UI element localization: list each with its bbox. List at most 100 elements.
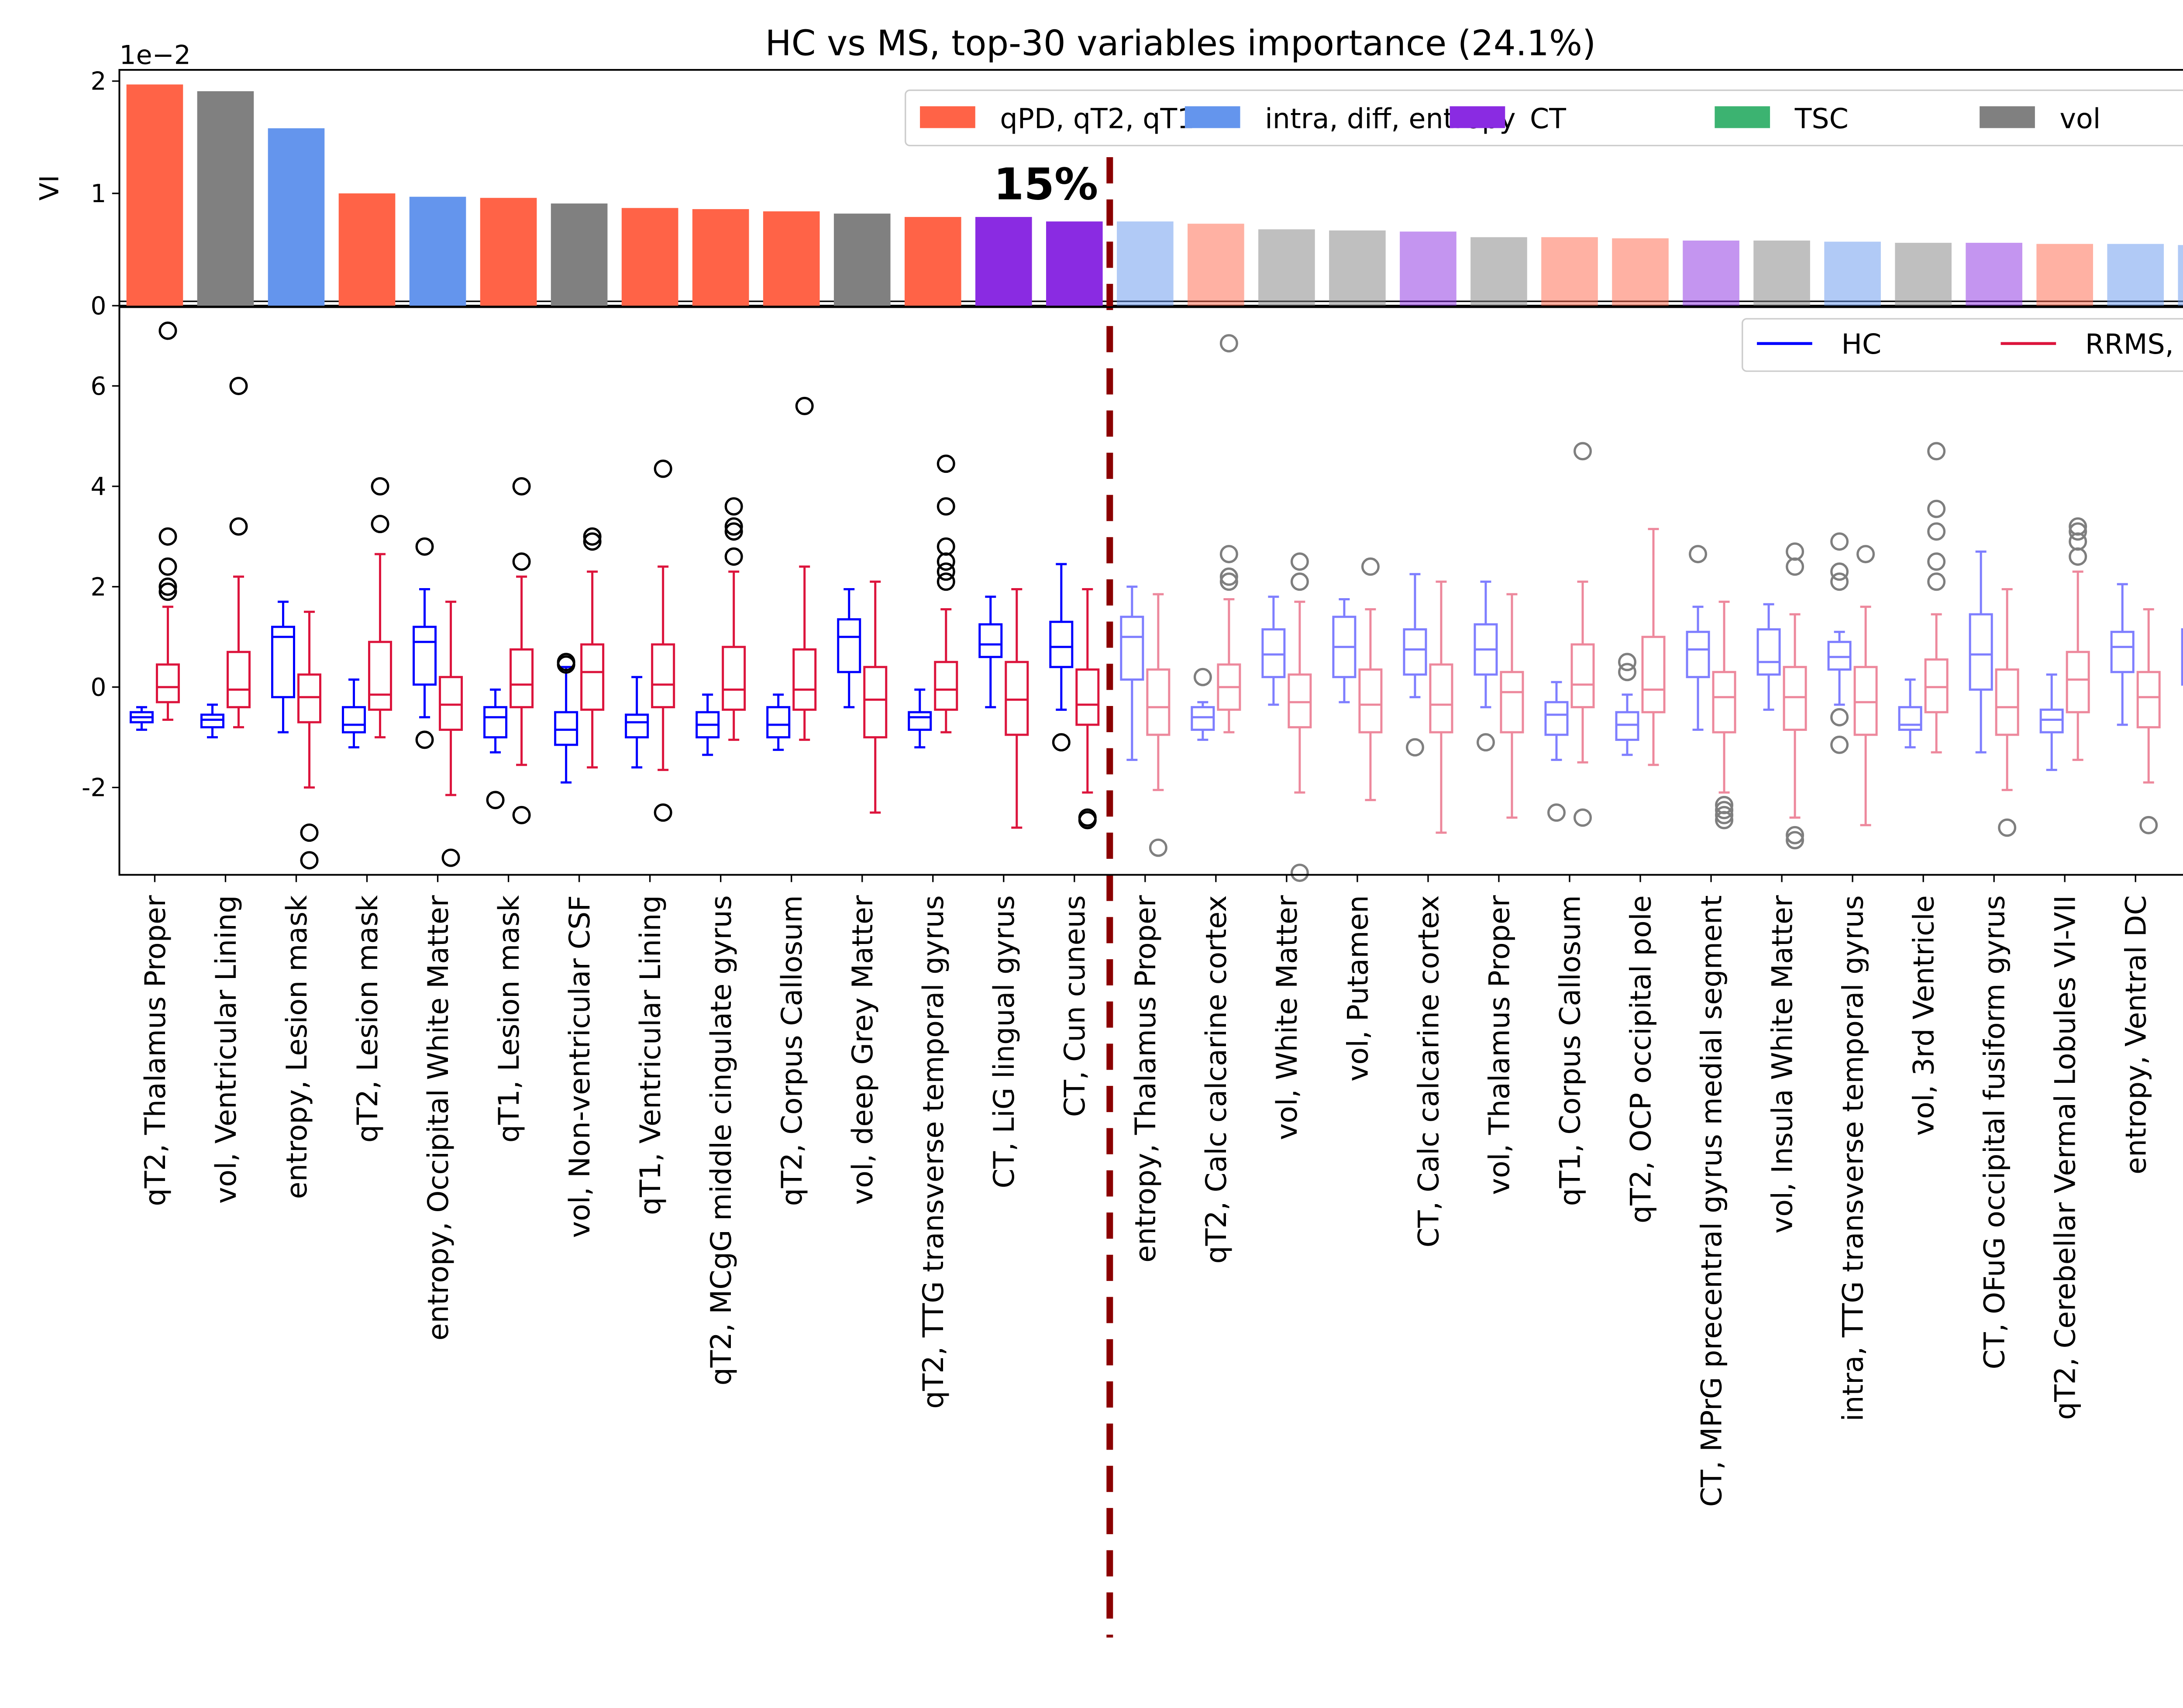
box	[554, 653, 578, 784]
outlier	[1927, 442, 1946, 461]
outlier	[1830, 572, 1849, 591]
y-tick-label: 0	[90, 673, 106, 702]
outlier	[1927, 552, 1946, 571]
box-body	[1403, 628, 1427, 676]
box-body	[792, 648, 817, 711]
legend-swatch	[920, 106, 975, 128]
legend-label: HC	[1841, 328, 1881, 360]
x-tick-label: qT2, TTG transverse temporal gyrus	[917, 895, 950, 1408]
box	[908, 688, 932, 749]
box-body	[651, 643, 675, 709]
box	[1641, 528, 1666, 766]
box-body	[1827, 640, 1852, 671]
legend-swatch	[1980, 106, 2035, 128]
outlier	[300, 851, 319, 870]
box	[1853, 545, 1878, 826]
x-tick-label: qT2, Lesion mask	[351, 895, 384, 1143]
box	[1712, 600, 1736, 830]
x-tick-label: vol, 3rd Ventricle	[1908, 895, 1940, 1136]
box-body	[2110, 630, 2135, 673]
outlier	[1715, 806, 1734, 824]
box	[1332, 598, 1357, 703]
outlier	[1052, 733, 1071, 752]
box	[1403, 573, 1427, 757]
box-body	[722, 646, 746, 711]
box-body	[1898, 706, 1922, 731]
x-tick-label: qT2, MCgG middle cingulate gyrus	[705, 895, 738, 1385]
legend: HC RRMS, SPMS	[1742, 318, 2183, 372]
outlier	[795, 396, 814, 415]
box	[1827, 532, 1852, 754]
x-tick-label: vol, Insula White Matter	[1766, 895, 1799, 1233]
box-body	[978, 623, 1003, 658]
box	[2039, 673, 2064, 771]
box-body	[2181, 628, 2183, 686]
bar	[126, 84, 183, 306]
outlier	[229, 376, 248, 395]
outlier	[1193, 668, 1212, 686]
y-axis-label: VI	[34, 175, 65, 201]
box	[483, 688, 508, 809]
legend-label: CT	[1530, 102, 1566, 134]
box-body	[1969, 613, 1993, 691]
box-body	[837, 618, 861, 673]
box-body	[1570, 643, 1595, 709]
outlier	[654, 459, 672, 478]
outlier	[512, 552, 531, 571]
outlier	[512, 806, 531, 824]
legend: qPD, qT2, qT1 intra, diff, entropy CT TSC vo…	[905, 90, 2183, 147]
box-body	[439, 676, 463, 731]
x-tick-label: vol, Non-ventricular CSF	[564, 895, 596, 1238]
box	[1898, 678, 1922, 749]
outlier	[1361, 557, 1380, 576]
box	[1500, 593, 1524, 819]
outlier	[158, 321, 177, 340]
box-body	[1712, 671, 1736, 733]
box	[413, 537, 437, 749]
outlier	[724, 517, 743, 536]
outlier	[1786, 542, 1804, 561]
box-body	[413, 626, 437, 686]
legend-swatch	[1715, 106, 1770, 128]
box	[625, 676, 649, 769]
bar	[1400, 231, 1456, 306]
outlier	[1219, 567, 1238, 586]
bar	[1329, 230, 1386, 306]
box	[297, 610, 322, 870]
box-body	[200, 713, 224, 729]
outlier	[1547, 803, 1566, 822]
x-tick-label: qT1, Lesion mask	[493, 895, 526, 1143]
outlier	[486, 791, 505, 809]
box-body	[2136, 671, 2161, 729]
outlier	[937, 562, 955, 581]
bar	[1470, 237, 1527, 306]
box	[766, 693, 791, 751]
bar	[2107, 244, 2164, 306]
box-body	[342, 706, 366, 733]
box-body	[1049, 620, 1074, 668]
outlier	[724, 522, 743, 541]
outlier	[2139, 816, 2158, 834]
box	[368, 477, 393, 739]
outlier	[158, 527, 177, 546]
bar	[551, 203, 608, 306]
box-body	[1995, 668, 2019, 736]
box	[978, 596, 1003, 709]
outlier	[2069, 517, 2087, 536]
bar	[833, 214, 891, 306]
box-body	[483, 706, 508, 739]
bar	[338, 193, 396, 306]
box	[1686, 545, 1710, 731]
outlier	[1786, 557, 1804, 576]
box-body	[271, 626, 296, 699]
offset-label: 1e−2	[119, 40, 191, 71]
bar	[2178, 245, 2183, 306]
box-body	[908, 711, 932, 731]
x-tick-label: CT, LiG lingual gyrus	[988, 895, 1021, 1188]
outlier	[1715, 801, 1734, 820]
outlier	[1618, 663, 1637, 682]
y-tick-label: -2	[82, 774, 107, 802]
outlier	[937, 552, 955, 571]
x-tick-label: vol, Putamen	[1342, 895, 1374, 1081]
